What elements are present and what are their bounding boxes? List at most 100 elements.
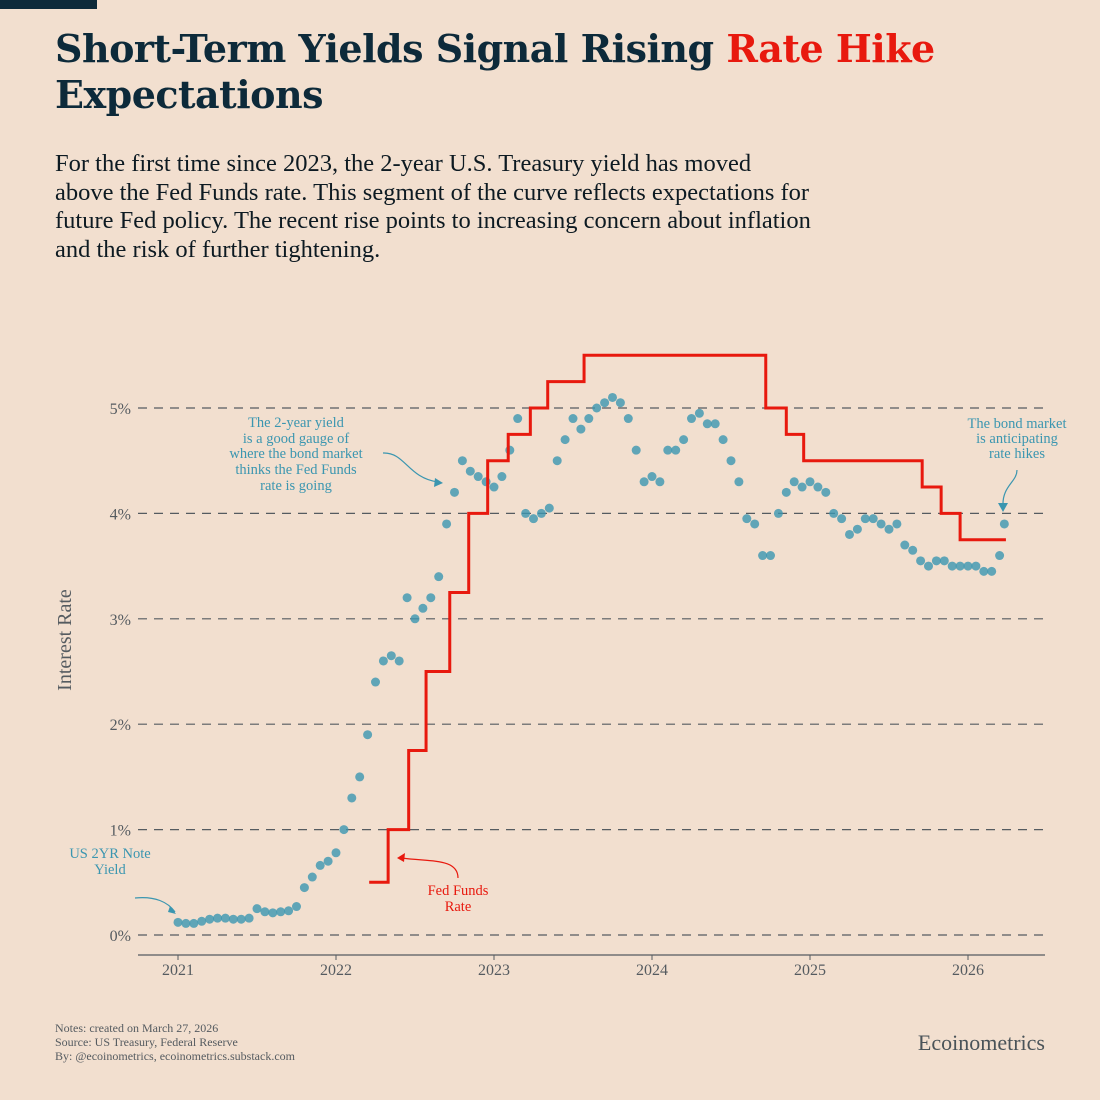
yield-point: [931, 556, 941, 566]
yield-point: [173, 917, 183, 927]
brand-logo: Ecoinometrics: [917, 1030, 1045, 1055]
title-text-line2: Expectations: [55, 72, 324, 117]
yield-point: [244, 913, 254, 923]
yield-point: [386, 651, 396, 661]
yield-point: [371, 677, 380, 687]
yield-point: [521, 508, 531, 518]
yield-point: [576, 424, 586, 434]
annotation-text: Yield: [94, 862, 126, 878]
yield-point: [868, 514, 878, 524]
yield-point: [260, 907, 270, 917]
yield-point: [568, 414, 578, 424]
y-tick-label: 1%: [110, 823, 131, 840]
annotation-text: rate is going: [260, 478, 332, 494]
yield-point: [197, 916, 207, 926]
yield-point: [552, 456, 562, 466]
yield-point: [860, 514, 870, 524]
yield-point: [963, 561, 973, 571]
yield-point: [884, 524, 894, 534]
yield-point: [971, 561, 981, 571]
yield-point: [797, 482, 807, 492]
yield-point: [608, 392, 617, 402]
arrowhead-icon: [434, 478, 443, 487]
yield-point: [418, 603, 428, 613]
yield-point: [252, 904, 262, 914]
yield-point: [979, 566, 989, 576]
yield-point: [655, 477, 665, 487]
yield-point: [639, 477, 649, 487]
y-tick-label: 3%: [110, 612, 131, 629]
source-text: Source: US Treasury, Federal Reserve: [55, 1035, 238, 1049]
yield-point: [307, 872, 317, 882]
yield-point: [766, 551, 775, 561]
yield-point: [718, 435, 728, 445]
yield-point: [947, 561, 957, 571]
title-text: Short-Term Yields Signal Rising: [55, 26, 727, 71]
yield-point: [220, 913, 230, 923]
yield-point: [647, 472, 657, 482]
annotation-gauge-note: The 2-year yield is a good gauge of wher…: [229, 415, 362, 494]
yield-point: [631, 445, 641, 455]
yield-point: [916, 556, 926, 566]
yield-point: [892, 519, 902, 529]
yield-point: [995, 551, 1005, 561]
arrowhead-icon: [397, 853, 405, 862]
annotation-text: where the bond market: [229, 446, 362, 462]
yield-point: [742, 514, 752, 524]
yield-point: [679, 435, 689, 445]
yield-point: [687, 414, 696, 424]
yield-point: [805, 477, 815, 487]
yield-point: [592, 403, 602, 413]
yield-point: [829, 508, 839, 518]
yield-point: [773, 508, 783, 518]
yield-point: [702, 419, 712, 429]
yield-point: [299, 883, 309, 893]
page-title: Short-Term Yields Signal Rising Rate Hik…: [55, 26, 1055, 118]
yield-point: [497, 472, 507, 482]
y-tick-label: 5%: [110, 401, 131, 418]
yield-point: [331, 848, 341, 858]
yield-point: [750, 519, 760, 529]
yield-point: [465, 466, 475, 476]
x-tick-label: 2021: [162, 962, 194, 979]
yield-point: [450, 487, 459, 497]
subtitle: For the first time since 2023, the 2-yea…: [55, 150, 811, 263]
yield-point: [710, 419, 720, 429]
yield-point: [236, 914, 246, 924]
yield-point: [355, 772, 365, 782]
notes-text: Notes: created on March 27, 2026: [55, 1021, 219, 1035]
yield-point: [939, 556, 949, 566]
yield-point: [505, 445, 515, 455]
yield-point: [955, 561, 965, 571]
yield-point: [734, 477, 744, 487]
footnotes: Notes: created on March 27, 2026 Source:…: [55, 1021, 295, 1063]
arrow-icon: [382, 452, 439, 483]
annotation-text: thinks the Fed Funds: [235, 462, 357, 478]
annotation-text: The bond market: [967, 416, 1066, 432]
yield-point: [663, 445, 673, 455]
yield-point: [615, 398, 625, 408]
yield-point: [363, 730, 373, 740]
yield-point: [339, 825, 349, 835]
yield-point: [323, 856, 333, 866]
arrow-icon: [1002, 469, 1018, 507]
x-tick-label: 2026: [952, 962, 984, 979]
yield-point: [402, 593, 412, 603]
yield-point: [584, 414, 594, 424]
arrowhead-icon: [998, 503, 1008, 512]
annotation-fed-label: Fed Funds Rate: [428, 883, 489, 915]
yield-point: [987, 566, 997, 576]
yield-point: [473, 472, 483, 482]
yield-point: [276, 907, 286, 917]
yield-point: [315, 860, 325, 870]
yield-point: [394, 656, 404, 666]
yield-point: [852, 524, 862, 534]
yield-point: [536, 508, 546, 518]
yield-point: [457, 456, 467, 466]
yield-point: [442, 519, 452, 529]
yield-point: [205, 914, 215, 924]
yield-point: [544, 503, 554, 513]
yield-point: [228, 914, 238, 924]
yield-point: [481, 477, 491, 487]
